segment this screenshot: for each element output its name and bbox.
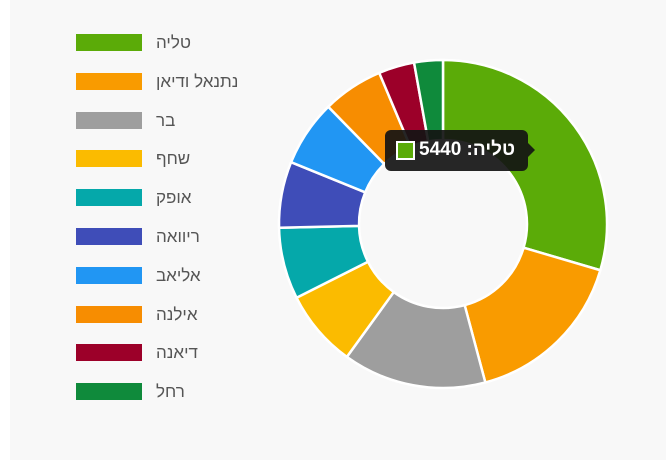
legend-swatch [76, 111, 142, 129]
tooltip-swatch [396, 141, 415, 160]
legend-item[interactable]: רחל [76, 382, 276, 402]
tooltip-text: טליה: 5440 [419, 139, 516, 160]
legend-label: אופק [156, 188, 192, 208]
legend-label: דיאנה [156, 343, 198, 363]
legend-label: שחף [156, 149, 191, 169]
legend-label: אליאב [156, 265, 201, 285]
tooltip-arrow [528, 143, 535, 157]
legend-item[interactable]: אליאב [76, 266, 276, 286]
donut-slice[interactable] [463, 246, 602, 384]
legend-item[interactable]: שחף [76, 149, 276, 169]
legend-label: נתנאל ודיאן [156, 71, 239, 91]
legend-item[interactable]: אילנה [76, 305, 276, 325]
legend-swatch [76, 150, 142, 168]
legend-swatch [76, 189, 142, 207]
legend-item[interactable]: אופק [76, 188, 276, 208]
legend-swatch [76, 34, 142, 51]
legend-swatch [76, 228, 142, 245]
legend-label: ריוואה [156, 227, 200, 246]
legend-label: רחל [156, 382, 185, 402]
tooltip: טליה: 5440 [385, 130, 535, 171]
legend-item[interactable]: טליה [76, 33, 276, 53]
legend-label: בר [156, 110, 176, 130]
legend-swatch [76, 383, 142, 401]
legend-item[interactable]: בר [76, 111, 276, 131]
legend-swatch [76, 266, 142, 284]
legend-label: טליה [156, 33, 191, 52]
legend-swatch [76, 344, 142, 362]
legend-swatch [76, 305, 142, 323]
legend-item[interactable]: ריוואה [76, 227, 276, 247]
legend-swatch [76, 72, 142, 90]
legend-label: אילנה [156, 304, 198, 324]
legend-item[interactable]: דיאנה [76, 343, 276, 363]
legend-item[interactable]: נתנאל ודיאן [76, 72, 276, 92]
